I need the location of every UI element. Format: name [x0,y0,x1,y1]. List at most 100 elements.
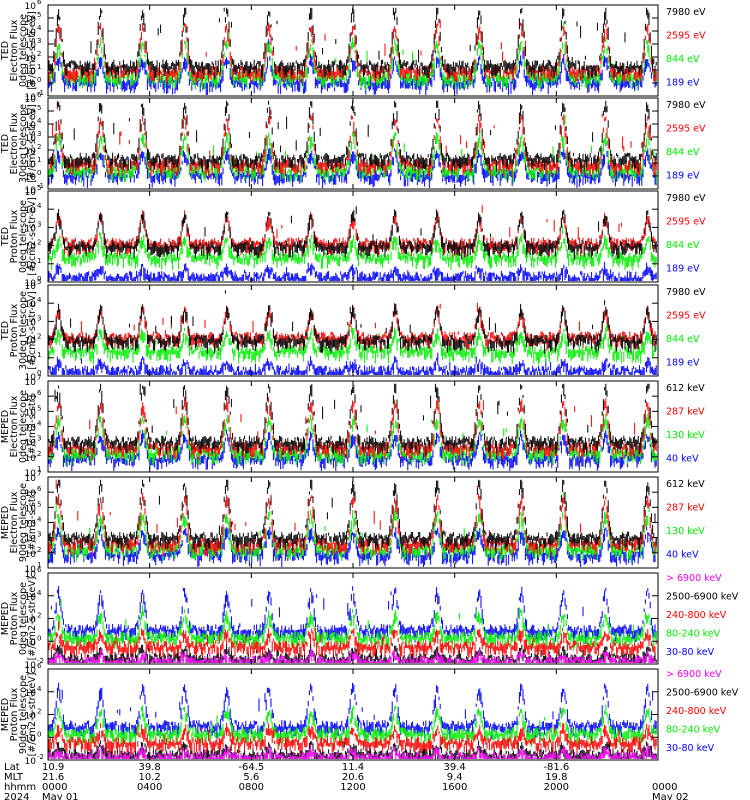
panel-7-ylabel-line: MEPED [0,602,11,635]
ytick-exponent: 0 [37,169,41,177]
panel-6-ylabel-line: 90deg telescope [18,483,29,562]
legend-entry: > 6900 keV [666,573,722,584]
ytick-exponent: 3 [37,435,41,443]
legend-entry: 287 keV [666,503,705,514]
ytick-label: 10 [25,616,37,626]
ytick-label: 10 [25,173,37,183]
ytick-label: 10 [25,41,37,51]
ytick-exponent: 4 [37,685,42,693]
ytick-exponent: 1 [37,561,41,569]
panel-5-traces [48,383,657,471]
series-2595-ev-trace [48,100,657,178]
ytick-exponent: 2 [37,333,41,341]
panel-8-ylabel-line: [#/cm2-s-str-keV] [27,673,38,757]
ytick-exponent: 0 [37,76,41,84]
ytick-label: 10 [25,95,37,105]
panel-1-traces [48,7,657,95]
panel-3-traces [48,205,657,281]
time-axis-time-label: 0800 [239,782,264,793]
series-40-kev-trace [48,429,657,471]
ytick-label: 10 [25,67,37,77]
ytick-label: 10 [25,454,37,464]
ytick-label: 10 [25,54,37,64]
panel-6-ylabel-line: Electron Flux [9,491,20,553]
ytick-label: 10 [25,282,37,292]
panel-8-traces [48,682,657,759]
panel-4-ylabel-line: TED [0,321,11,341]
ytick-label: 10 [25,565,37,575]
legend-entry: 2595 eV [666,124,706,135]
legend-entry: 7980 eV [666,287,706,298]
legend-entry: 844 eV [666,240,700,251]
time-axis-date-label: May 01 [42,792,79,800]
panel-5-ylabel-line: MEPED [0,410,11,443]
ytick-exponent: 0 [37,275,41,283]
ytick-label: 10 [25,28,37,38]
ytick-exponent: 2 [37,612,41,620]
ytick-label: 10 [25,160,37,170]
ytick-label: 10 [25,570,37,580]
legend-entry: 612 keV [666,383,705,394]
ytick-exponent: 6 [37,389,42,397]
ytick-exponent: -1 [37,89,44,97]
ytick-label: 10 [25,378,37,388]
series-189-ev-trace [48,140,657,188]
ytick-label: 10 [25,661,37,671]
ytick-exponent: 4 [37,589,42,597]
panel-2-traces [48,100,657,188]
series-7980-ev-trace [48,100,657,172]
legend-entry: 287 keV [666,407,705,418]
ytick-label: 10 [25,355,37,365]
ytick-exponent: 4 [37,296,42,304]
ytick-exponent: 4 [37,117,42,125]
ytick-exponent: 2 [37,239,41,247]
legend-entry: 7980 eV [666,7,706,18]
ytick-exponent: 3 [37,220,41,228]
legend-entry: 2595 eV [666,217,706,228]
series-240-800-kev-trace [48,723,657,757]
legend-entry: 844 eV [666,147,700,158]
time-axis-mlt-label: 19.8 [545,772,567,783]
ytick-label: 10 [25,243,37,253]
ytick-label: 10 [25,469,37,479]
ytick-label: 10 [25,535,37,545]
ytick-exponent: -2 [37,753,44,761]
panel-7-ylabel-line: [#/cm2-s-str-keV] [27,577,38,661]
ytick-label: 10 [25,337,37,347]
panel-6-ylabel-line: MEPED [0,506,11,539]
panel-4-traces [48,290,657,375]
ytick-exponent: 6 [37,662,42,670]
legend-entry: 130 keV [666,526,705,537]
ytick-label: 10 [25,393,37,403]
panel-4-ylabel-line: Proton Flux [9,303,20,357]
ytick-exponent: -1 [37,182,44,190]
ytick-exponent: 2 [37,546,41,554]
panel-7-traces [48,586,657,663]
legend-entry: 240-800 keV [666,706,727,717]
panel-8-ylabel-line: 90deg telescope [18,675,29,754]
ytick-exponent: 0 [37,369,41,377]
panel-7-ylabel-line: Proton Flux [9,591,20,645]
panel-8-ylabel-line: Proton Flux [9,687,20,741]
ytick-exponent: 5 [37,184,41,192]
legend-entry: 844 eV [666,54,700,65]
series-240-800-kev-trace [48,621,657,661]
legend-entry: 30-80 keV [666,647,715,658]
ytick-exponent: 2 [37,143,41,151]
ytick-exponent: 1 [37,257,41,265]
ytick-exponent: 5 [37,278,41,286]
legend-entry: 30-80 keV [666,743,715,754]
time-axis-mlt-label: 5.6 [243,772,259,783]
panel-5-ylabel-line: [#/cm2-s-str] [27,395,38,458]
panel-1-ylabel-line: [#/cm2-s-str-eV] [27,11,38,90]
ytick-label: 10 [25,93,37,103]
time-axis-time-label: 0400 [137,782,162,793]
time-axis-row-label: Lat [4,762,20,773]
panel-6-ylabel-line: [#/cm2-s-str] [27,491,38,554]
panel-3-ylabel-line: Proton Flux [9,209,20,263]
